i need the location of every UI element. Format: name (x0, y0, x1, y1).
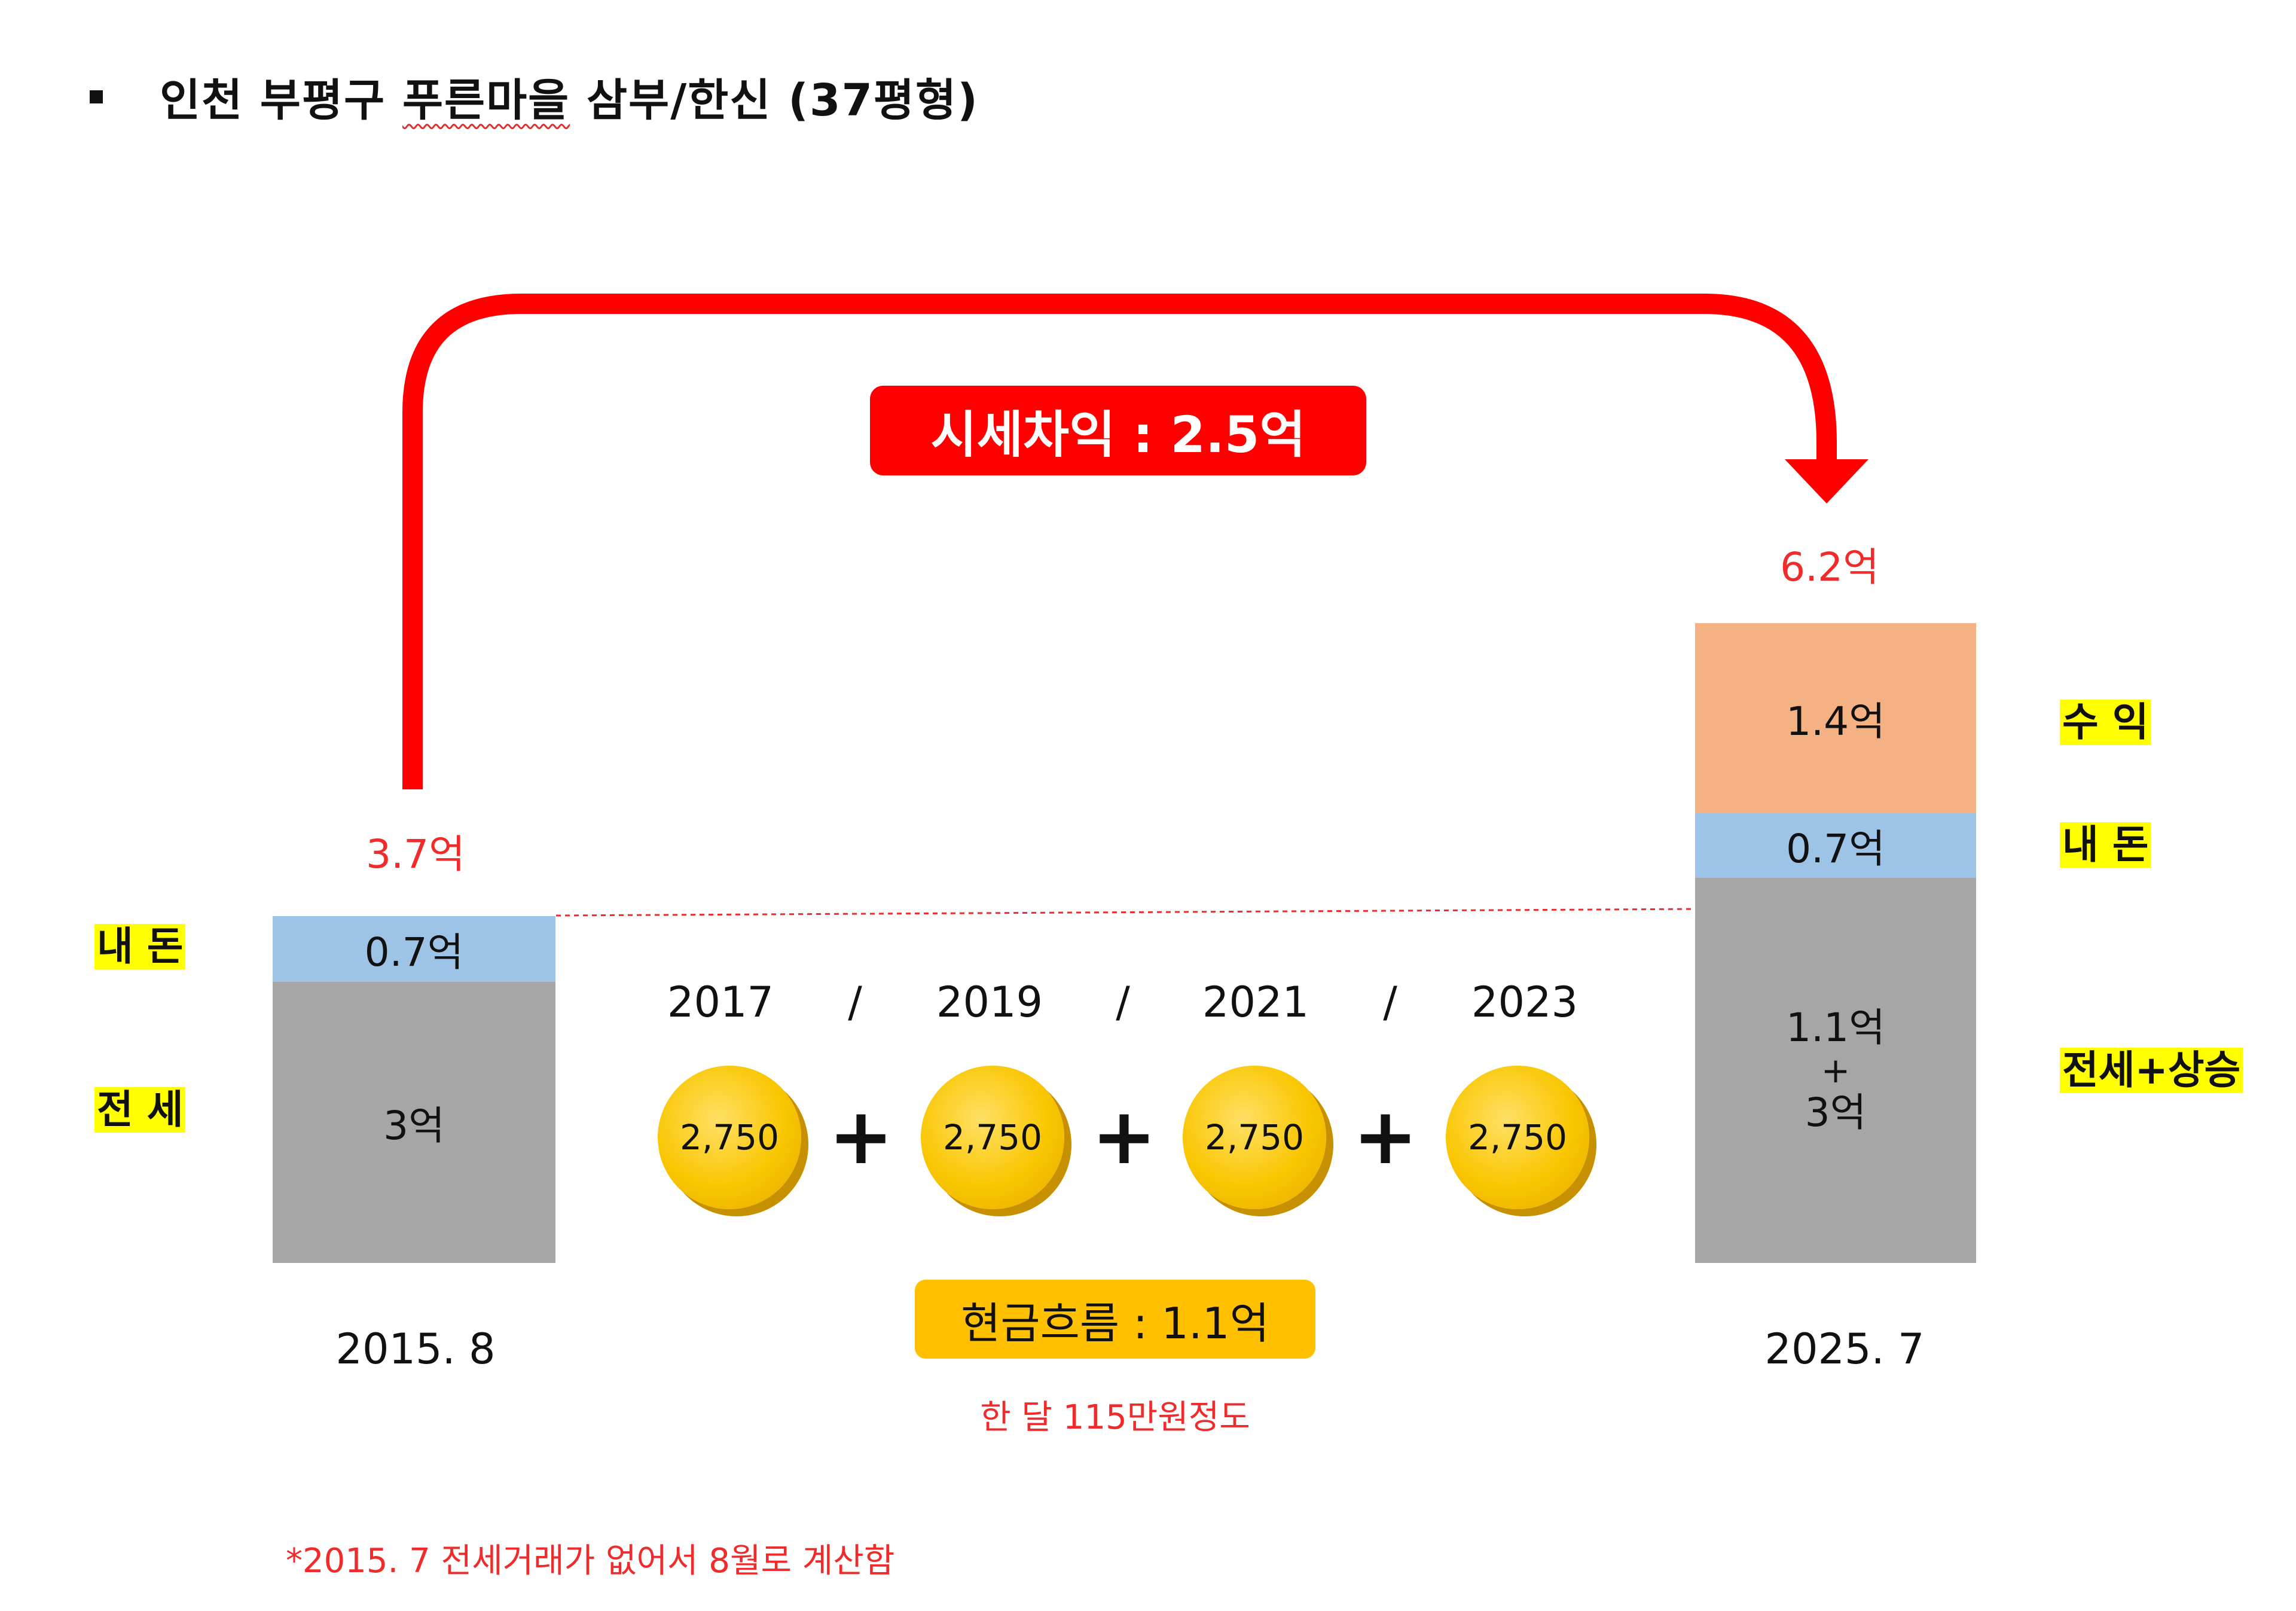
coin: 2,750 (921, 1066, 1064, 1209)
year-separator: / (1383, 978, 1397, 1027)
title-underlined: 푸른마을 (402, 75, 570, 126)
year-label: 2023 (1471, 978, 1578, 1027)
left-my-money-value: 0.7억 (364, 929, 464, 975)
year-separator: / (848, 978, 862, 1027)
year-label: 2021 (1202, 978, 1309, 1027)
right-my-money-value: 0.7억 (1786, 826, 1885, 872)
year-separator: / (1116, 978, 1130, 1027)
right-label-jeonse: 전세+상승 (2060, 1048, 2243, 1093)
right-my-money-segment: 0.7억 (1695, 813, 1976, 878)
right-date: 2025. 7 (1764, 1325, 1925, 1374)
right-jeonse-line1: 1.1억 (1786, 1004, 1885, 1051)
right-jeonse-segment: 1.1억 + 3억 (1695, 878, 1976, 1263)
right-label-profit: 수 익 (2060, 700, 2151, 745)
right-jeonse-line3: 3억 (1805, 1090, 1867, 1136)
right-profit-segment: 1.4억 (1695, 623, 1976, 813)
coin: 2,750 (1446, 1066, 1589, 1209)
plus-icon: + (1352, 1091, 1418, 1182)
right-label-my-money: 내 돈 (2060, 822, 2151, 868)
gain-arrow-head (1785, 459, 1868, 504)
gain-badge: 시세차익 : 2.5억 (870, 386, 1366, 475)
coin: 2,750 (1183, 1066, 1326, 1209)
cashflow-note: 한 달 115만원정도 (980, 1398, 1250, 1437)
year-label: 2017 (667, 978, 774, 1027)
left-jeonse-value: 3억 (383, 1103, 445, 1149)
left-jeonse-segment: 3억 (273, 982, 555, 1263)
page-title: 인천 부평구 푸른마을 삼부/한신 (37평형) (160, 65, 979, 129)
left-date: 2015. 8 (335, 1325, 496, 1374)
plus-icon: + (1091, 1091, 1157, 1182)
bullet-icon (90, 90, 103, 103)
right-jeonse-line2: + (1821, 1049, 1851, 1091)
gain-arrow-path (402, 294, 1837, 789)
footnote: *2015. 7 전세거래가 없어서 8월로 계산함 (286, 1542, 895, 1581)
plus-icon: + (828, 1091, 894, 1182)
left-my-money-segment: 0.7억 (273, 916, 555, 982)
coin: 2,750 (658, 1066, 801, 1209)
title-suffix: 삼부/한신 (37평형) (570, 75, 979, 126)
left-label-my-money: 내 돈 (94, 924, 186, 969)
right-profit-value: 1.4억 (1786, 698, 1885, 745)
year-label: 2019 (936, 978, 1043, 1027)
right-total-label: 6.2억 (1780, 544, 1879, 590)
level-dotted-line (555, 908, 1702, 917)
title-row: 인천 부평구 푸른마을 삼부/한신 (37평형) (90, 65, 979, 129)
cashflow-badge: 현금흐름 : 1.1억 (915, 1280, 1315, 1359)
title-prefix: 인천 부평구 (160, 75, 402, 126)
left-total-label: 3.7억 (366, 831, 465, 877)
left-label-jeonse: 전 세 (94, 1087, 186, 1133)
